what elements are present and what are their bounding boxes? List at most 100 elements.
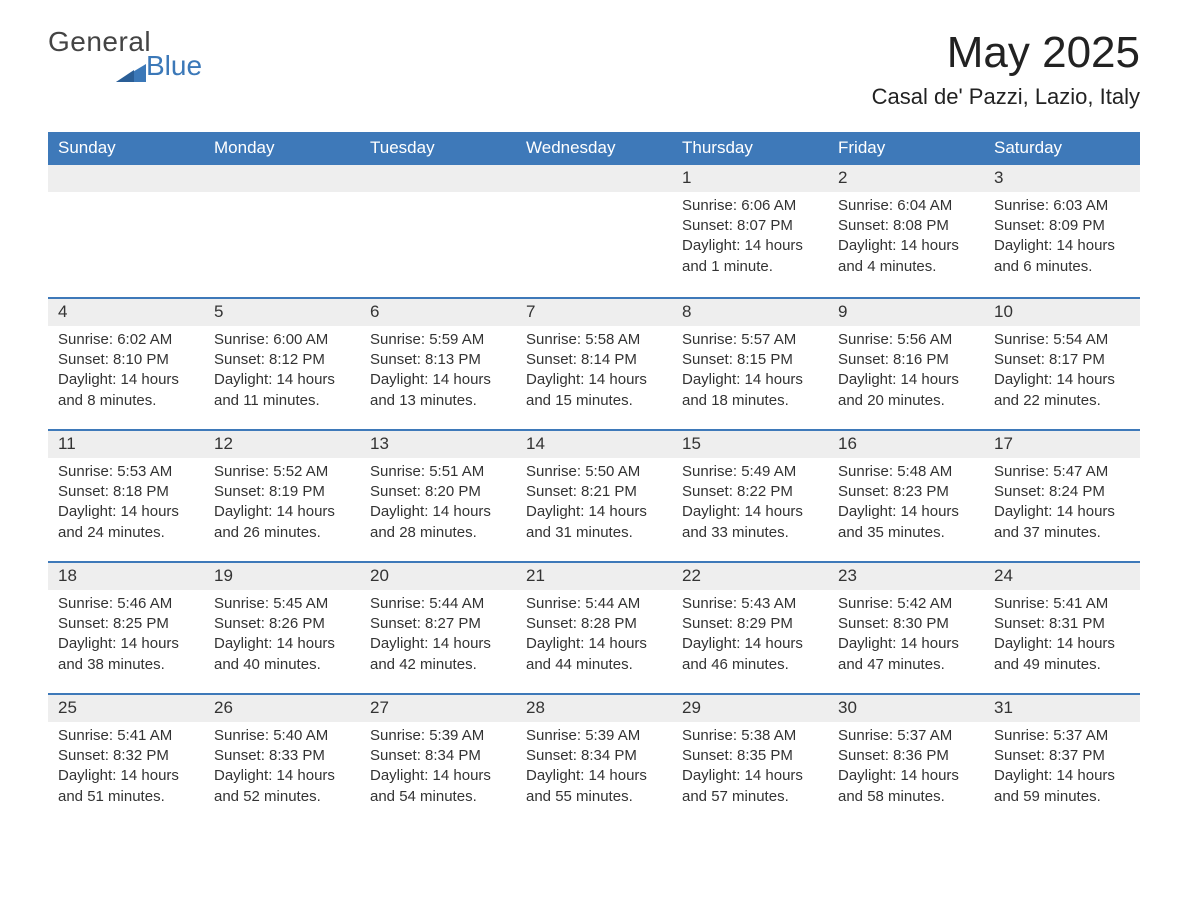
weekday-header-monday: Monday — [204, 132, 360, 165]
sunrise-text: Sunrise: 5:46 AM — [58, 594, 194, 614]
sunset-text: Sunset: 8:22 PM — [682, 482, 818, 502]
day-cell: 9Sunrise: 5:56 AMSunset: 8:16 PMDaylight… — [828, 299, 984, 429]
day-cell: 12Sunrise: 5:52 AMSunset: 8:19 PMDayligh… — [204, 431, 360, 561]
day-cell: 23Sunrise: 5:42 AMSunset: 8:30 PMDayligh… — [828, 563, 984, 693]
day1-text: Daylight: 14 hours — [838, 236, 974, 256]
day2-text: and 31 minutes. — [526, 523, 662, 543]
day-cell: 22Sunrise: 5:43 AMSunset: 8:29 PMDayligh… — [672, 563, 828, 693]
day-cell: 8Sunrise: 5:57 AMSunset: 8:15 PMDaylight… — [672, 299, 828, 429]
day1-text: Daylight: 14 hours — [214, 502, 350, 522]
weekday-header-wednesday: Wednesday — [516, 132, 672, 165]
sunrise-text: Sunrise: 5:49 AM — [682, 462, 818, 482]
day-cell: 27Sunrise: 5:39 AMSunset: 8:34 PMDayligh… — [360, 695, 516, 825]
date-number: 7 — [516, 299, 672, 326]
day1-text: Daylight: 14 hours — [838, 766, 974, 786]
week-row: 11Sunrise: 5:53 AMSunset: 8:18 PMDayligh… — [48, 429, 1140, 561]
day-cell: 20Sunrise: 5:44 AMSunset: 8:27 PMDayligh… — [360, 563, 516, 693]
sunrise-text: Sunrise: 6:02 AM — [58, 330, 194, 350]
day-cell: 3Sunrise: 6:03 AMSunset: 8:09 PMDaylight… — [984, 165, 1140, 297]
weekday-header-row: Sunday Monday Tuesday Wednesday Thursday… — [48, 132, 1140, 165]
date-number: 25 — [48, 695, 204, 722]
date-number: 26 — [204, 695, 360, 722]
day-cell: 25Sunrise: 5:41 AMSunset: 8:32 PMDayligh… — [48, 695, 204, 825]
date-number: 31 — [984, 695, 1140, 722]
day-cell — [360, 165, 516, 297]
sunset-text: Sunset: 8:31 PM — [994, 614, 1130, 634]
day1-text: Daylight: 14 hours — [526, 766, 662, 786]
date-number: 21 — [516, 563, 672, 590]
brand-logo: General Blue — [48, 28, 202, 80]
day1-text: Daylight: 14 hours — [214, 370, 350, 390]
sunset-text: Sunset: 8:20 PM — [370, 482, 506, 502]
date-number: 13 — [360, 431, 516, 458]
day-cell: 21Sunrise: 5:44 AMSunset: 8:28 PMDayligh… — [516, 563, 672, 693]
day-cell: 10Sunrise: 5:54 AMSunset: 8:17 PMDayligh… — [984, 299, 1140, 429]
day1-text: Daylight: 14 hours — [370, 502, 506, 522]
day1-text: Daylight: 14 hours — [994, 766, 1130, 786]
day2-text: and 42 minutes. — [370, 655, 506, 675]
day-cell: 4Sunrise: 6:02 AMSunset: 8:10 PMDaylight… — [48, 299, 204, 429]
day2-text: and 22 minutes. — [994, 391, 1130, 411]
sunrise-text: Sunrise: 5:47 AM — [994, 462, 1130, 482]
date-number: 29 — [672, 695, 828, 722]
sunrise-text: Sunrise: 5:39 AM — [370, 726, 506, 746]
day-cell: 11Sunrise: 5:53 AMSunset: 8:18 PMDayligh… — [48, 431, 204, 561]
sunrise-text: Sunrise: 5:56 AM — [838, 330, 974, 350]
sunset-text: Sunset: 8:13 PM — [370, 350, 506, 370]
day2-text: and 57 minutes. — [682, 787, 818, 807]
day2-text: and 58 minutes. — [838, 787, 974, 807]
day-cell: 14Sunrise: 5:50 AMSunset: 8:21 PMDayligh… — [516, 431, 672, 561]
weekday-header-thursday: Thursday — [672, 132, 828, 165]
day1-text: Daylight: 14 hours — [370, 766, 506, 786]
day2-text: and 18 minutes. — [682, 391, 818, 411]
month-title: May 2025 — [872, 28, 1140, 78]
sunset-text: Sunset: 8:18 PM — [58, 482, 194, 502]
date-number — [48, 165, 204, 192]
sunrise-text: Sunrise: 5:50 AM — [526, 462, 662, 482]
date-number: 10 — [984, 299, 1140, 326]
day1-text: Daylight: 14 hours — [838, 502, 974, 522]
sunrise-text: Sunrise: 5:58 AM — [526, 330, 662, 350]
sunset-text: Sunset: 8:36 PM — [838, 746, 974, 766]
date-number: 1 — [672, 165, 828, 192]
day2-text: and 40 minutes. — [214, 655, 350, 675]
sunrise-text: Sunrise: 5:48 AM — [838, 462, 974, 482]
topbar: General Blue May 2025 Casal de' Pazzi, L… — [48, 28, 1140, 110]
day1-text: Daylight: 14 hours — [994, 634, 1130, 654]
date-number — [360, 165, 516, 192]
sunrise-text: Sunrise: 5:44 AM — [526, 594, 662, 614]
sunset-text: Sunset: 8:25 PM — [58, 614, 194, 634]
day1-text: Daylight: 14 hours — [526, 634, 662, 654]
day2-text: and 44 minutes. — [526, 655, 662, 675]
day-cell: 5Sunrise: 6:00 AMSunset: 8:12 PMDaylight… — [204, 299, 360, 429]
sunset-text: Sunset: 8:35 PM — [682, 746, 818, 766]
date-number: 17 — [984, 431, 1140, 458]
day2-text: and 54 minutes. — [370, 787, 506, 807]
day-cell: 18Sunrise: 5:46 AMSunset: 8:25 PMDayligh… — [48, 563, 204, 693]
day1-text: Daylight: 14 hours — [58, 766, 194, 786]
day2-text: and 49 minutes. — [994, 655, 1130, 675]
day-cell: 24Sunrise: 5:41 AMSunset: 8:31 PMDayligh… — [984, 563, 1140, 693]
day-cell: 2Sunrise: 6:04 AMSunset: 8:08 PMDaylight… — [828, 165, 984, 297]
sunset-text: Sunset: 8:16 PM — [838, 350, 974, 370]
sunset-text: Sunset: 8:19 PM — [214, 482, 350, 502]
day1-text: Daylight: 14 hours — [58, 502, 194, 522]
weekday-header-sunday: Sunday — [48, 132, 204, 165]
date-number: 2 — [828, 165, 984, 192]
weekday-header-friday: Friday — [828, 132, 984, 165]
day-cell — [204, 165, 360, 297]
date-number: 6 — [360, 299, 516, 326]
day1-text: Daylight: 14 hours — [994, 370, 1130, 390]
location-text: Casal de' Pazzi, Lazio, Italy — [872, 84, 1140, 110]
sunset-text: Sunset: 8:10 PM — [58, 350, 194, 370]
day-cell: 16Sunrise: 5:48 AMSunset: 8:23 PMDayligh… — [828, 431, 984, 561]
sunset-text: Sunset: 8:37 PM — [994, 746, 1130, 766]
date-number: 18 — [48, 563, 204, 590]
sunset-text: Sunset: 8:24 PM — [994, 482, 1130, 502]
sunrise-text: Sunrise: 5:39 AM — [526, 726, 662, 746]
sunset-text: Sunset: 8:09 PM — [994, 216, 1130, 236]
sunrise-text: Sunrise: 6:00 AM — [214, 330, 350, 350]
sunset-text: Sunset: 8:26 PM — [214, 614, 350, 634]
day2-text: and 20 minutes. — [838, 391, 974, 411]
sunset-text: Sunset: 8:34 PM — [526, 746, 662, 766]
